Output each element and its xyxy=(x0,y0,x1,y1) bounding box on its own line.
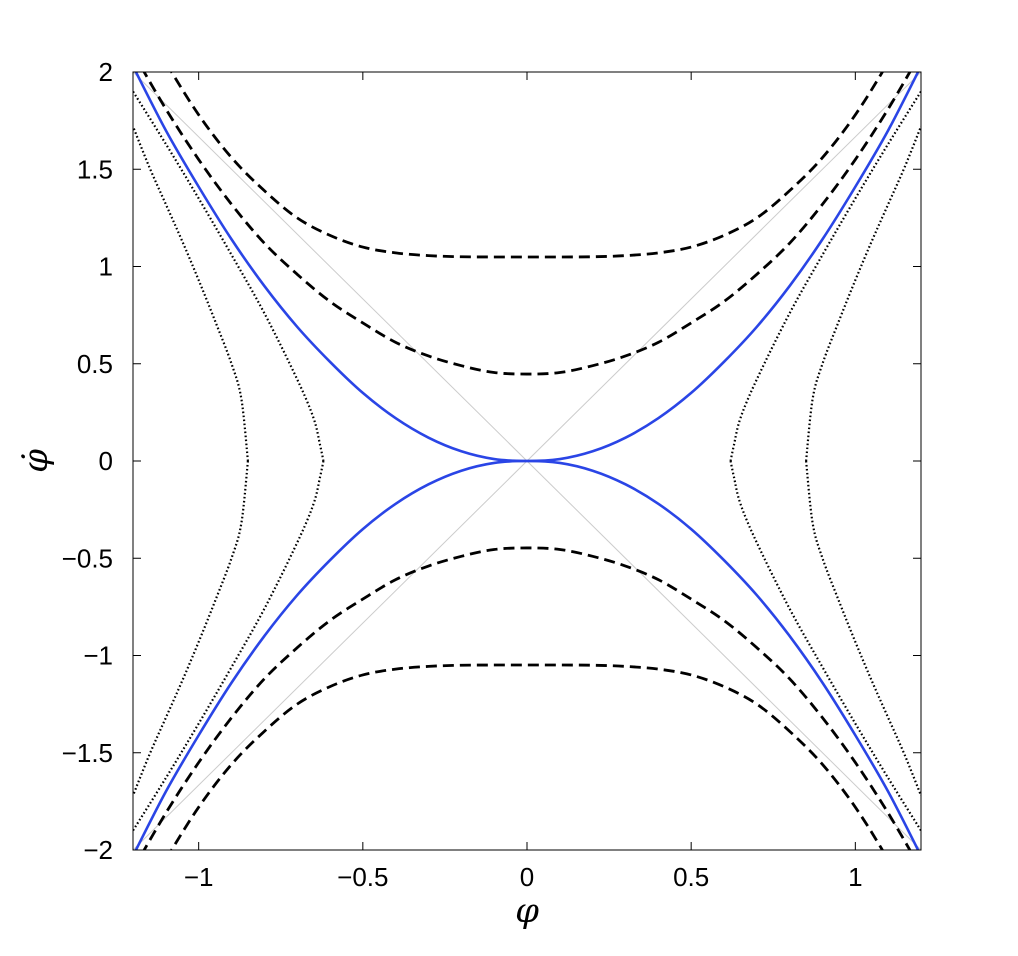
y-axis-label: φ̇ xyxy=(16,449,56,473)
series-layer xyxy=(133,72,921,850)
series-dotted-curve-8 xyxy=(133,90,325,462)
series-dotted-curve-2 xyxy=(804,126,921,462)
series-dashed-curve-15 xyxy=(169,663,885,850)
series-dotted-curve-3 xyxy=(804,460,921,796)
y-tick-label: −0.5 xyxy=(62,543,113,573)
y-tick-label: 0 xyxy=(99,446,113,476)
tick-layer: −1 −0.5 0 0.5 1 2 1.5 1 0.5 0 −0.5 −1 −1.5 −2 xyxy=(62,57,921,892)
series-dotted-curve-9 xyxy=(133,460,325,832)
series-dotted-curve-5 xyxy=(133,460,250,796)
x-tick-label: 1 xyxy=(848,862,862,892)
x-axis-label: φ xyxy=(515,891,539,931)
series-dashed-curve-12 xyxy=(142,72,912,376)
y-tick-label: −1 xyxy=(83,641,113,671)
series-dashed-curve-14 xyxy=(169,72,885,259)
series-dotted-curve-4 xyxy=(133,126,250,462)
y-tick-label: 1.5 xyxy=(77,154,113,184)
series-dotted-curve-7 xyxy=(729,460,921,832)
y-tick-label: 0.5 xyxy=(77,349,113,379)
x-tick-label: 0 xyxy=(520,862,534,892)
series-dotted-curve-6 xyxy=(729,90,921,462)
series-dashed-curve-13 xyxy=(142,546,912,850)
y-tick-label: 1 xyxy=(99,252,113,282)
x-tick-label: −1 xyxy=(184,862,214,892)
y-tick-label: 2 xyxy=(99,57,113,87)
y-tick-label: −1.5 xyxy=(62,738,113,768)
x-tick-label: 0.5 xyxy=(673,862,709,892)
x-tick-label: −0.5 xyxy=(337,862,388,892)
series-solid-curve-11 xyxy=(134,459,920,850)
y-tick-label: −2 xyxy=(83,835,113,865)
